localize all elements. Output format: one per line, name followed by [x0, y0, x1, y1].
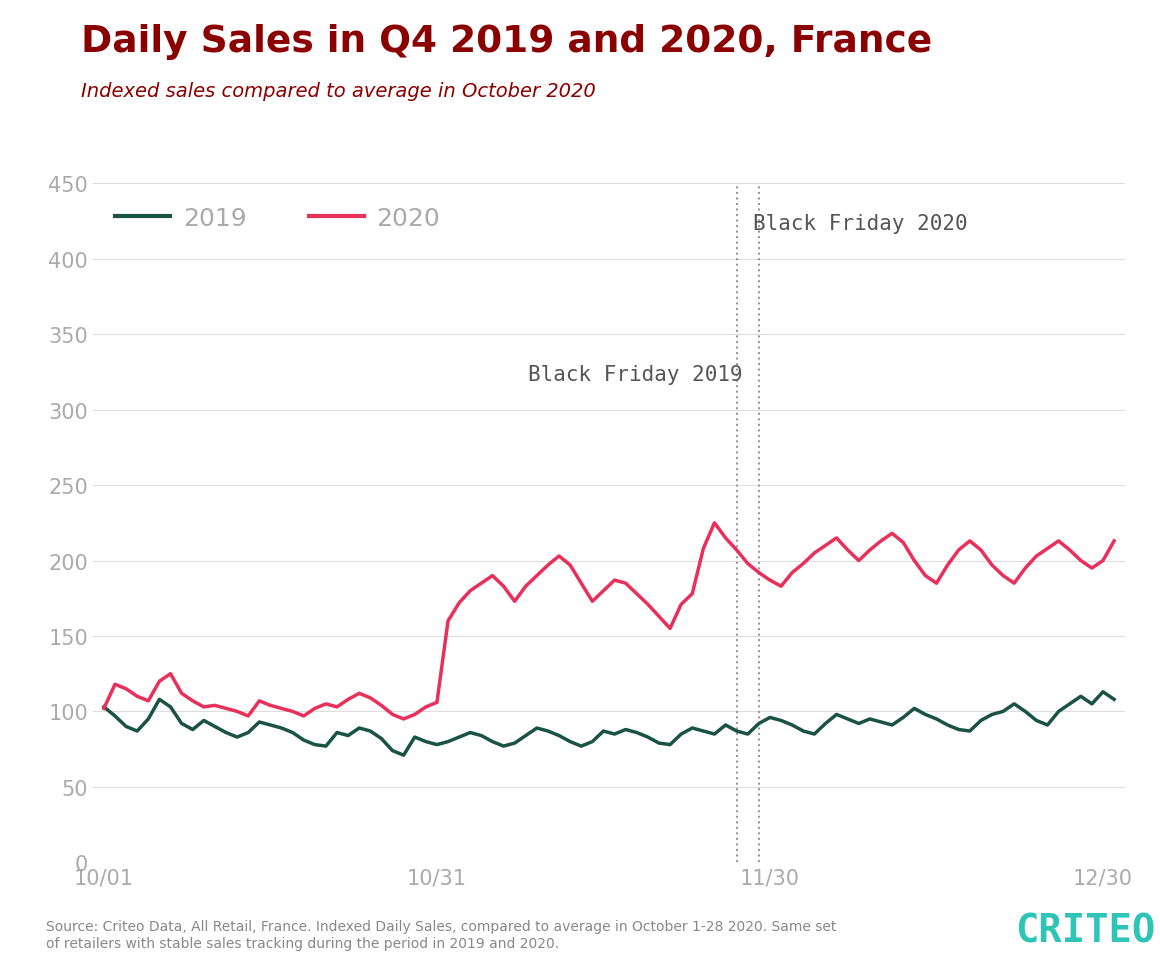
Text: Source: Criteo Data, All Retail, France. Indexed Daily Sales, compared to averag: Source: Criteo Data, All Retail, France.… — [46, 920, 836, 950]
Text: Black Friday 2020: Black Friday 2020 — [753, 214, 967, 234]
Text: Indexed sales compared to average in October 2020: Indexed sales compared to average in Oct… — [81, 82, 596, 102]
Text: Daily Sales in Q4 2019 and 2020, France: Daily Sales in Q4 2019 and 2020, France — [81, 24, 933, 60]
Text: CRITEO: CRITEO — [1015, 912, 1155, 950]
Legend: 2019, 2020: 2019, 2020 — [106, 197, 450, 240]
Text: Black Friday 2019: Black Friday 2019 — [528, 365, 742, 385]
